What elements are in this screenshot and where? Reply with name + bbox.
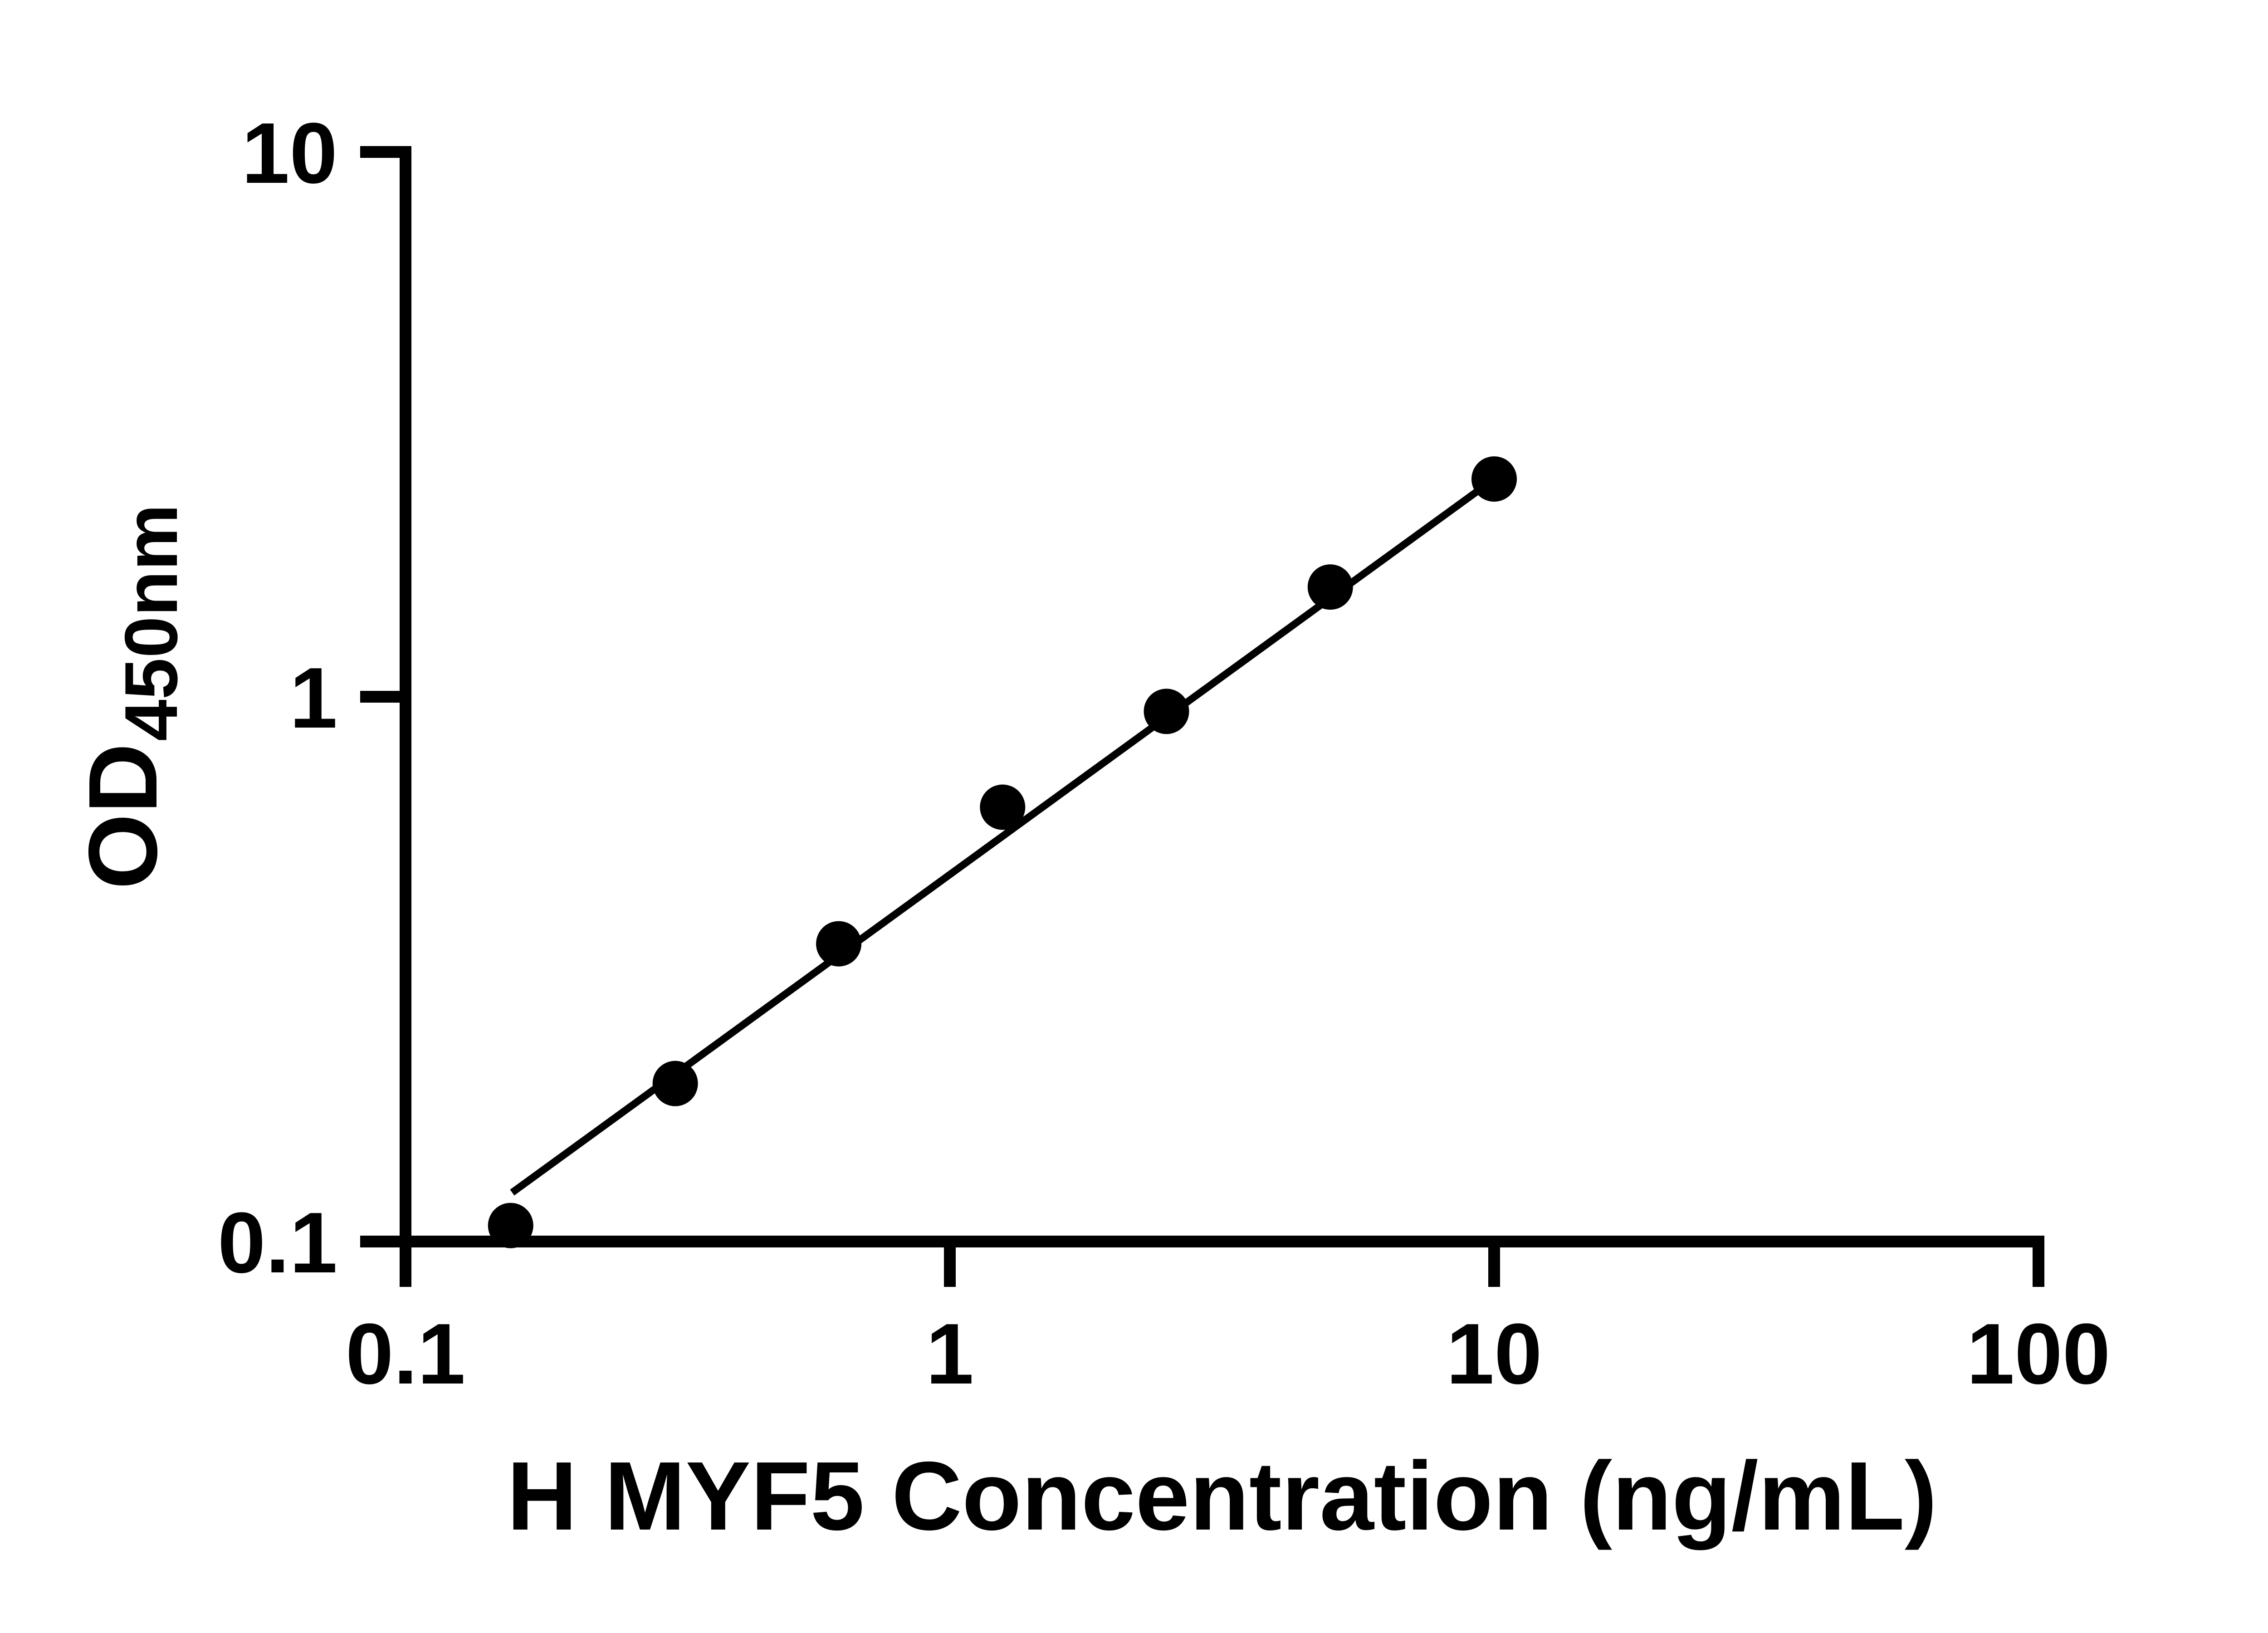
- y-axis-tick-label: 10: [242, 105, 337, 201]
- data-point-marker: [652, 1061, 698, 1106]
- data-point-marker: [980, 784, 1026, 830]
- data-point-marker: [1471, 456, 1517, 502]
- ticks-group: [360, 146, 2044, 1287]
- y-axis-tick-label: 0.1: [218, 1195, 337, 1291]
- data-points-group: [488, 456, 1517, 1248]
- axes-group: [400, 146, 2044, 1247]
- data-point-marker: [488, 1203, 533, 1248]
- x-axis-tick-label: 100: [1966, 1306, 2110, 1402]
- x-axis-tick-label: 1: [926, 1306, 974, 1402]
- data-point-marker: [1144, 689, 1189, 734]
- y-axis-tick-label: 1: [289, 650, 337, 746]
- y-axis-title: OD 450nm: [68, 504, 193, 890]
- tick-labels-group: 0.1 1 10 0.1 1 10 100: [218, 105, 2111, 1402]
- data-point-marker: [816, 921, 862, 967]
- x-axis-tick-label: 10: [1446, 1306, 1542, 1402]
- y-axis-title-main: OD: [68, 743, 177, 890]
- y-axis-title-subscript: 450nm: [109, 504, 193, 741]
- data-point-marker: [1307, 564, 1353, 610]
- x-axis-title: H MYF5 Concentration (ng/mL): [507, 1441, 1937, 1550]
- x-axis-tick-label: 0.1: [346, 1306, 465, 1402]
